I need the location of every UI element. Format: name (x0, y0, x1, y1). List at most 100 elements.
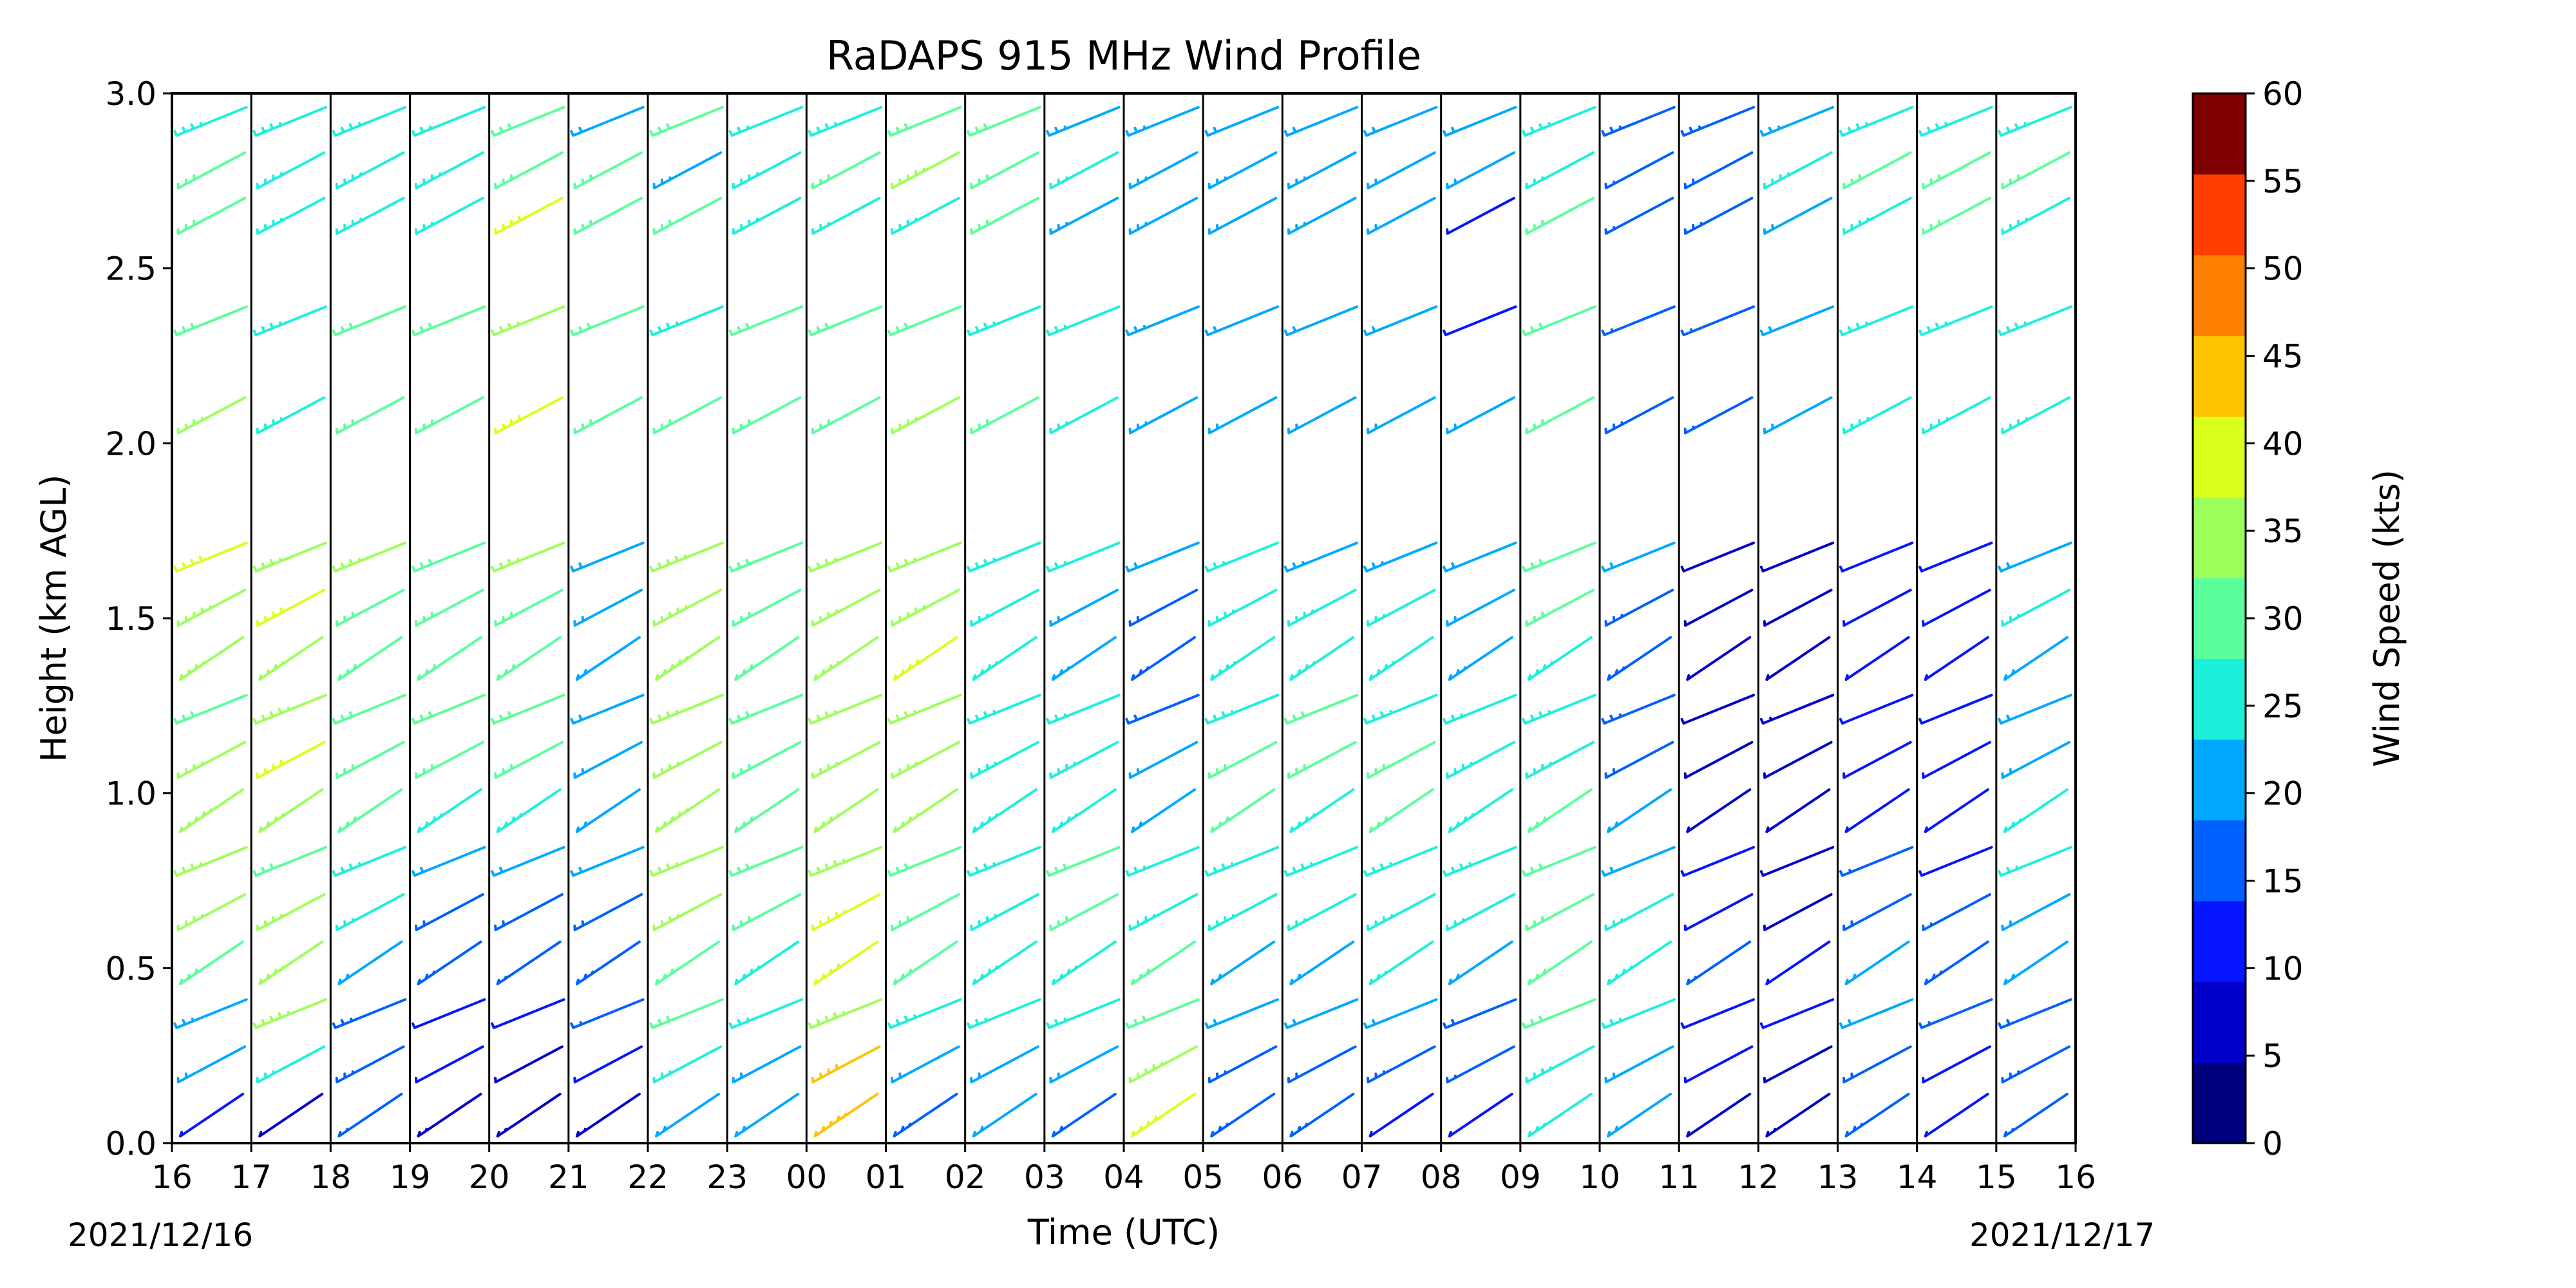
wind-barb (1128, 741, 1198, 779)
wind-barb (1046, 106, 1121, 137)
colorbar-segment (2193, 578, 2246, 659)
colorbar-ticks: 0 5 10 15 20 25 30 35 40 45 50 55 60 (2246, 75, 2304, 1162)
wind-barb (649, 542, 724, 573)
wind-barb (1051, 788, 1117, 833)
wind-barb (811, 396, 881, 435)
colorbar-tick-label: 50 (2262, 251, 2304, 288)
wind-barb (332, 846, 407, 877)
wind-barb (652, 196, 723, 235)
wind-barb (176, 396, 247, 435)
wind-barb (1998, 542, 2072, 573)
wind-barb (2001, 741, 2071, 779)
wind-barb (1680, 998, 1755, 1029)
wind-barb (890, 893, 960, 931)
wind-barb (1128, 589, 1198, 627)
colorbar-segment (2193, 93, 2246, 175)
wind-barb (887, 305, 962, 337)
colorbar-segment (2193, 900, 2246, 982)
y-tick-label: 2.5 (105, 251, 156, 288)
wind-barb (1049, 893, 1119, 931)
wind-barb (173, 694, 248, 725)
wind-barb (1443, 542, 1517, 573)
wind-barb (1125, 542, 1200, 573)
wind-barb (967, 846, 1041, 877)
wind-barb (1283, 846, 1359, 877)
wind-barb (1283, 542, 1359, 573)
wind-barb (1522, 846, 1596, 877)
wind-barb (1998, 305, 2072, 337)
wind-barb (1210, 940, 1276, 985)
x-tick-label: 13 (1817, 1159, 1859, 1196)
wind-barb (1686, 788, 1752, 833)
wind-barb (1204, 694, 1279, 725)
wind-barb (1522, 305, 1596, 337)
wind-barb (1763, 1045, 1833, 1084)
wind-barb (1604, 1045, 1674, 1084)
x-tick-label: 10 (1579, 1159, 1620, 1196)
x-tick-label: 00 (786, 1159, 828, 1196)
wind-barb (1842, 151, 1912, 189)
wind-barb (1601, 694, 1676, 725)
wind-barb (1604, 396, 1674, 435)
wind-barb (1283, 305, 1359, 337)
x-tick-label: 05 (1182, 1159, 1224, 1196)
wind-barb (1525, 151, 1595, 189)
x-tick-label: 09 (1500, 1159, 1541, 1196)
wind-barb (808, 542, 883, 573)
wind-barb (1368, 940, 1434, 985)
wind-barb (258, 940, 324, 985)
wind-barb (970, 196, 1039, 235)
wind-barb (1289, 788, 1355, 833)
wind-barb (649, 305, 724, 337)
wind-barb (1287, 589, 1357, 627)
wind-barb (494, 589, 564, 627)
wind-barb (893, 1092, 958, 1138)
wind-barb (890, 741, 960, 779)
wind-barb (1049, 1045, 1119, 1084)
wind-barb (1366, 196, 1436, 235)
wind-barb (411, 694, 486, 725)
wind-barb (1049, 589, 1119, 627)
x-tick-label: 12 (1738, 1159, 1779, 1196)
wind-barb (179, 940, 245, 985)
wind-barb (1128, 196, 1198, 235)
wind-barb (1759, 305, 1835, 337)
wind-barb (649, 694, 724, 725)
wind-barb (813, 940, 879, 985)
wind-barb (732, 893, 802, 931)
colorbar-segment (2193, 497, 2246, 578)
wind-barb (1604, 893, 1674, 931)
wind-barb (808, 106, 883, 137)
wind-barb (2001, 589, 2071, 627)
colorbar-tick-label: 35 (2262, 513, 2304, 550)
x-tick-label: 01 (866, 1159, 907, 1196)
wind-barb (813, 788, 879, 833)
wind-barb (887, 542, 962, 573)
wind-barb (967, 694, 1041, 725)
x-tick-label: 22 (627, 1159, 668, 1196)
wind-barb (1363, 846, 1438, 877)
wind-barb (173, 846, 248, 877)
wind-barb (573, 589, 643, 627)
x-tick-label: 16 (2055, 1159, 2096, 1196)
wind-barb (1208, 151, 1278, 189)
wind-barb (1366, 151, 1436, 189)
wind-barb (1049, 196, 1119, 235)
wind-barb (1287, 741, 1357, 779)
wind-barb (1525, 893, 1595, 931)
wind-barb (332, 305, 407, 337)
y-tick-label: 3.0 (105, 75, 156, 113)
wind-barb (256, 893, 326, 931)
x-axis-ticks: 16 17 18 19 20 21 22 23 00 01 02 03 04 05 06 07 08 09 10 11… (151, 1143, 2096, 1196)
wind-barb (1683, 396, 1754, 435)
y-tick-label: 1.5 (105, 600, 156, 638)
colorbar-tick-label: 55 (2262, 163, 2304, 200)
wind-barb (337, 636, 403, 681)
wind-barb (1525, 1045, 1595, 1084)
end-date-label: 2021/12/17 (1969, 1217, 2155, 1254)
wind-barb (1046, 542, 1121, 573)
wind-barb (1918, 305, 1993, 337)
wind-barb (1046, 998, 1121, 1029)
colorbar-segment (2193, 336, 2246, 417)
wind-barb (811, 893, 881, 931)
